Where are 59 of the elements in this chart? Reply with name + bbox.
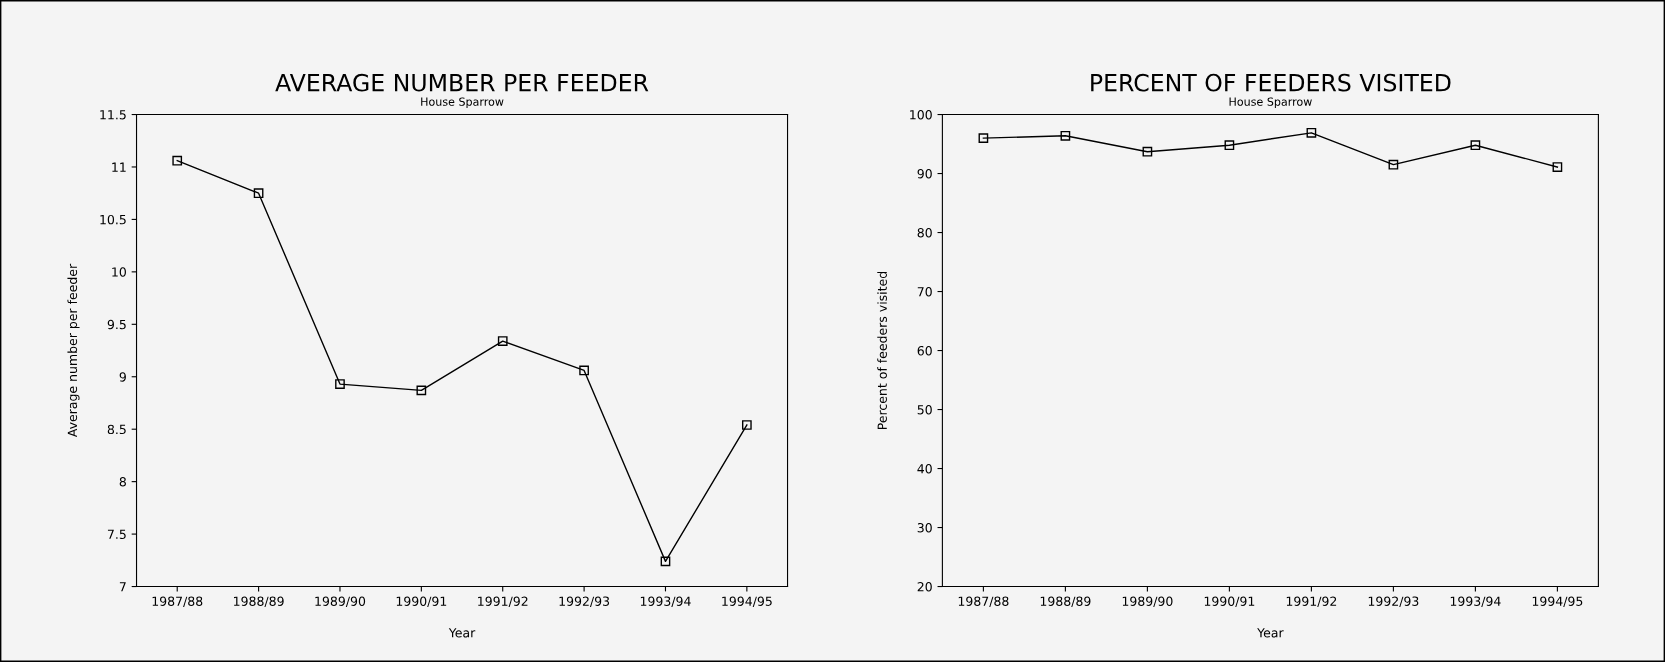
chart-subtitle: House Sparrow — [421, 97, 504, 108]
x-tick-label: 1987/88 — [152, 596, 203, 607]
y-axis-title: Average number per feeder — [67, 263, 80, 438]
y-tick-label: 60 — [917, 346, 932, 356]
point — [660, 556, 671, 567]
y-tick-label: 9.5 — [107, 319, 126, 330]
point — [416, 385, 427, 396]
point — [579, 365, 589, 376]
x-tick-label: 1990/91 — [1204, 596, 1255, 607]
point — [172, 155, 183, 166]
point — [497, 336, 508, 346]
chart-title: PERCENT OF FEEDERS VISITED — [1091, 73, 1451, 92]
x-tick-label: 1989/90 — [315, 596, 366, 607]
y-tick-label: 50 — [917, 405, 932, 415]
chart-subtitle: House Sparrow — [1229, 97, 1312, 108]
x-tick-label: 1994/95 — [722, 596, 772, 607]
point — [1552, 162, 1563, 172]
x-tick-label: 1991/92 — [478, 596, 528, 607]
x-tick-label: 1988/89 — [234, 596, 284, 607]
y-tick-label: 10.5 — [100, 214, 126, 225]
point — [741, 420, 752, 430]
point — [1060, 130, 1071, 141]
x-tick-label: 1989/90 — [1122, 596, 1173, 607]
y-tick-label: 100 — [910, 110, 932, 120]
point — [1388, 159, 1399, 170]
x-tick-label: 1992/93 — [1368, 596, 1419, 607]
y-tick-label: 90 — [917, 169, 932, 179]
x-tick-label: 1991/92 — [1286, 596, 1337, 607]
y-tick-label: 7.5 — [107, 529, 126, 540]
y-tick-label: 8.5 — [107, 424, 126, 435]
point — [978, 133, 989, 143]
y-tick-label: 7 — [119, 582, 126, 592]
point — [1306, 127, 1317, 138]
point — [335, 379, 345, 389]
x-axis-title: Year — [448, 628, 476, 638]
point — [1224, 140, 1235, 151]
y-tick-label: 80 — [917, 228, 932, 238]
point — [1142, 146, 1153, 157]
y-tick-label: 20 — [917, 582, 932, 592]
y-tick-label: 40 — [917, 464, 932, 474]
x-tick-label: 1993/94 — [640, 596, 691, 607]
y-tick-label: 9 — [119, 372, 126, 382]
point — [1470, 140, 1481, 151]
y-tick-label: 11 — [112, 162, 126, 172]
point — [253, 188, 264, 199]
x-tick-label: 1993/94 — [1450, 596, 1501, 607]
y-tick-label: 10 — [112, 267, 126, 277]
x-tick-label: 1994/95 — [1532, 596, 1583, 607]
x-tick-label: 1987/88 — [958, 596, 1009, 607]
y-tick-label: 11.5 — [100, 110, 126, 120]
x-tick-label: 1988/89 — [1040, 596, 1091, 607]
y-axis-title: Percent of feeders visited — [877, 271, 887, 430]
x-axis-title: Year — [1257, 628, 1284, 638]
y-tick-label: 30 — [917, 523, 932, 533]
y-tick-label: 70 — [917, 287, 932, 297]
y-tick-label: 8 — [119, 477, 126, 487]
x-tick-label: 1992/93 — [559, 596, 610, 607]
chart-title: AVERAGE NUMBER PER FEEDER — [275, 73, 649, 92]
x-tick-label: 1990/91 — [396, 596, 447, 607]
